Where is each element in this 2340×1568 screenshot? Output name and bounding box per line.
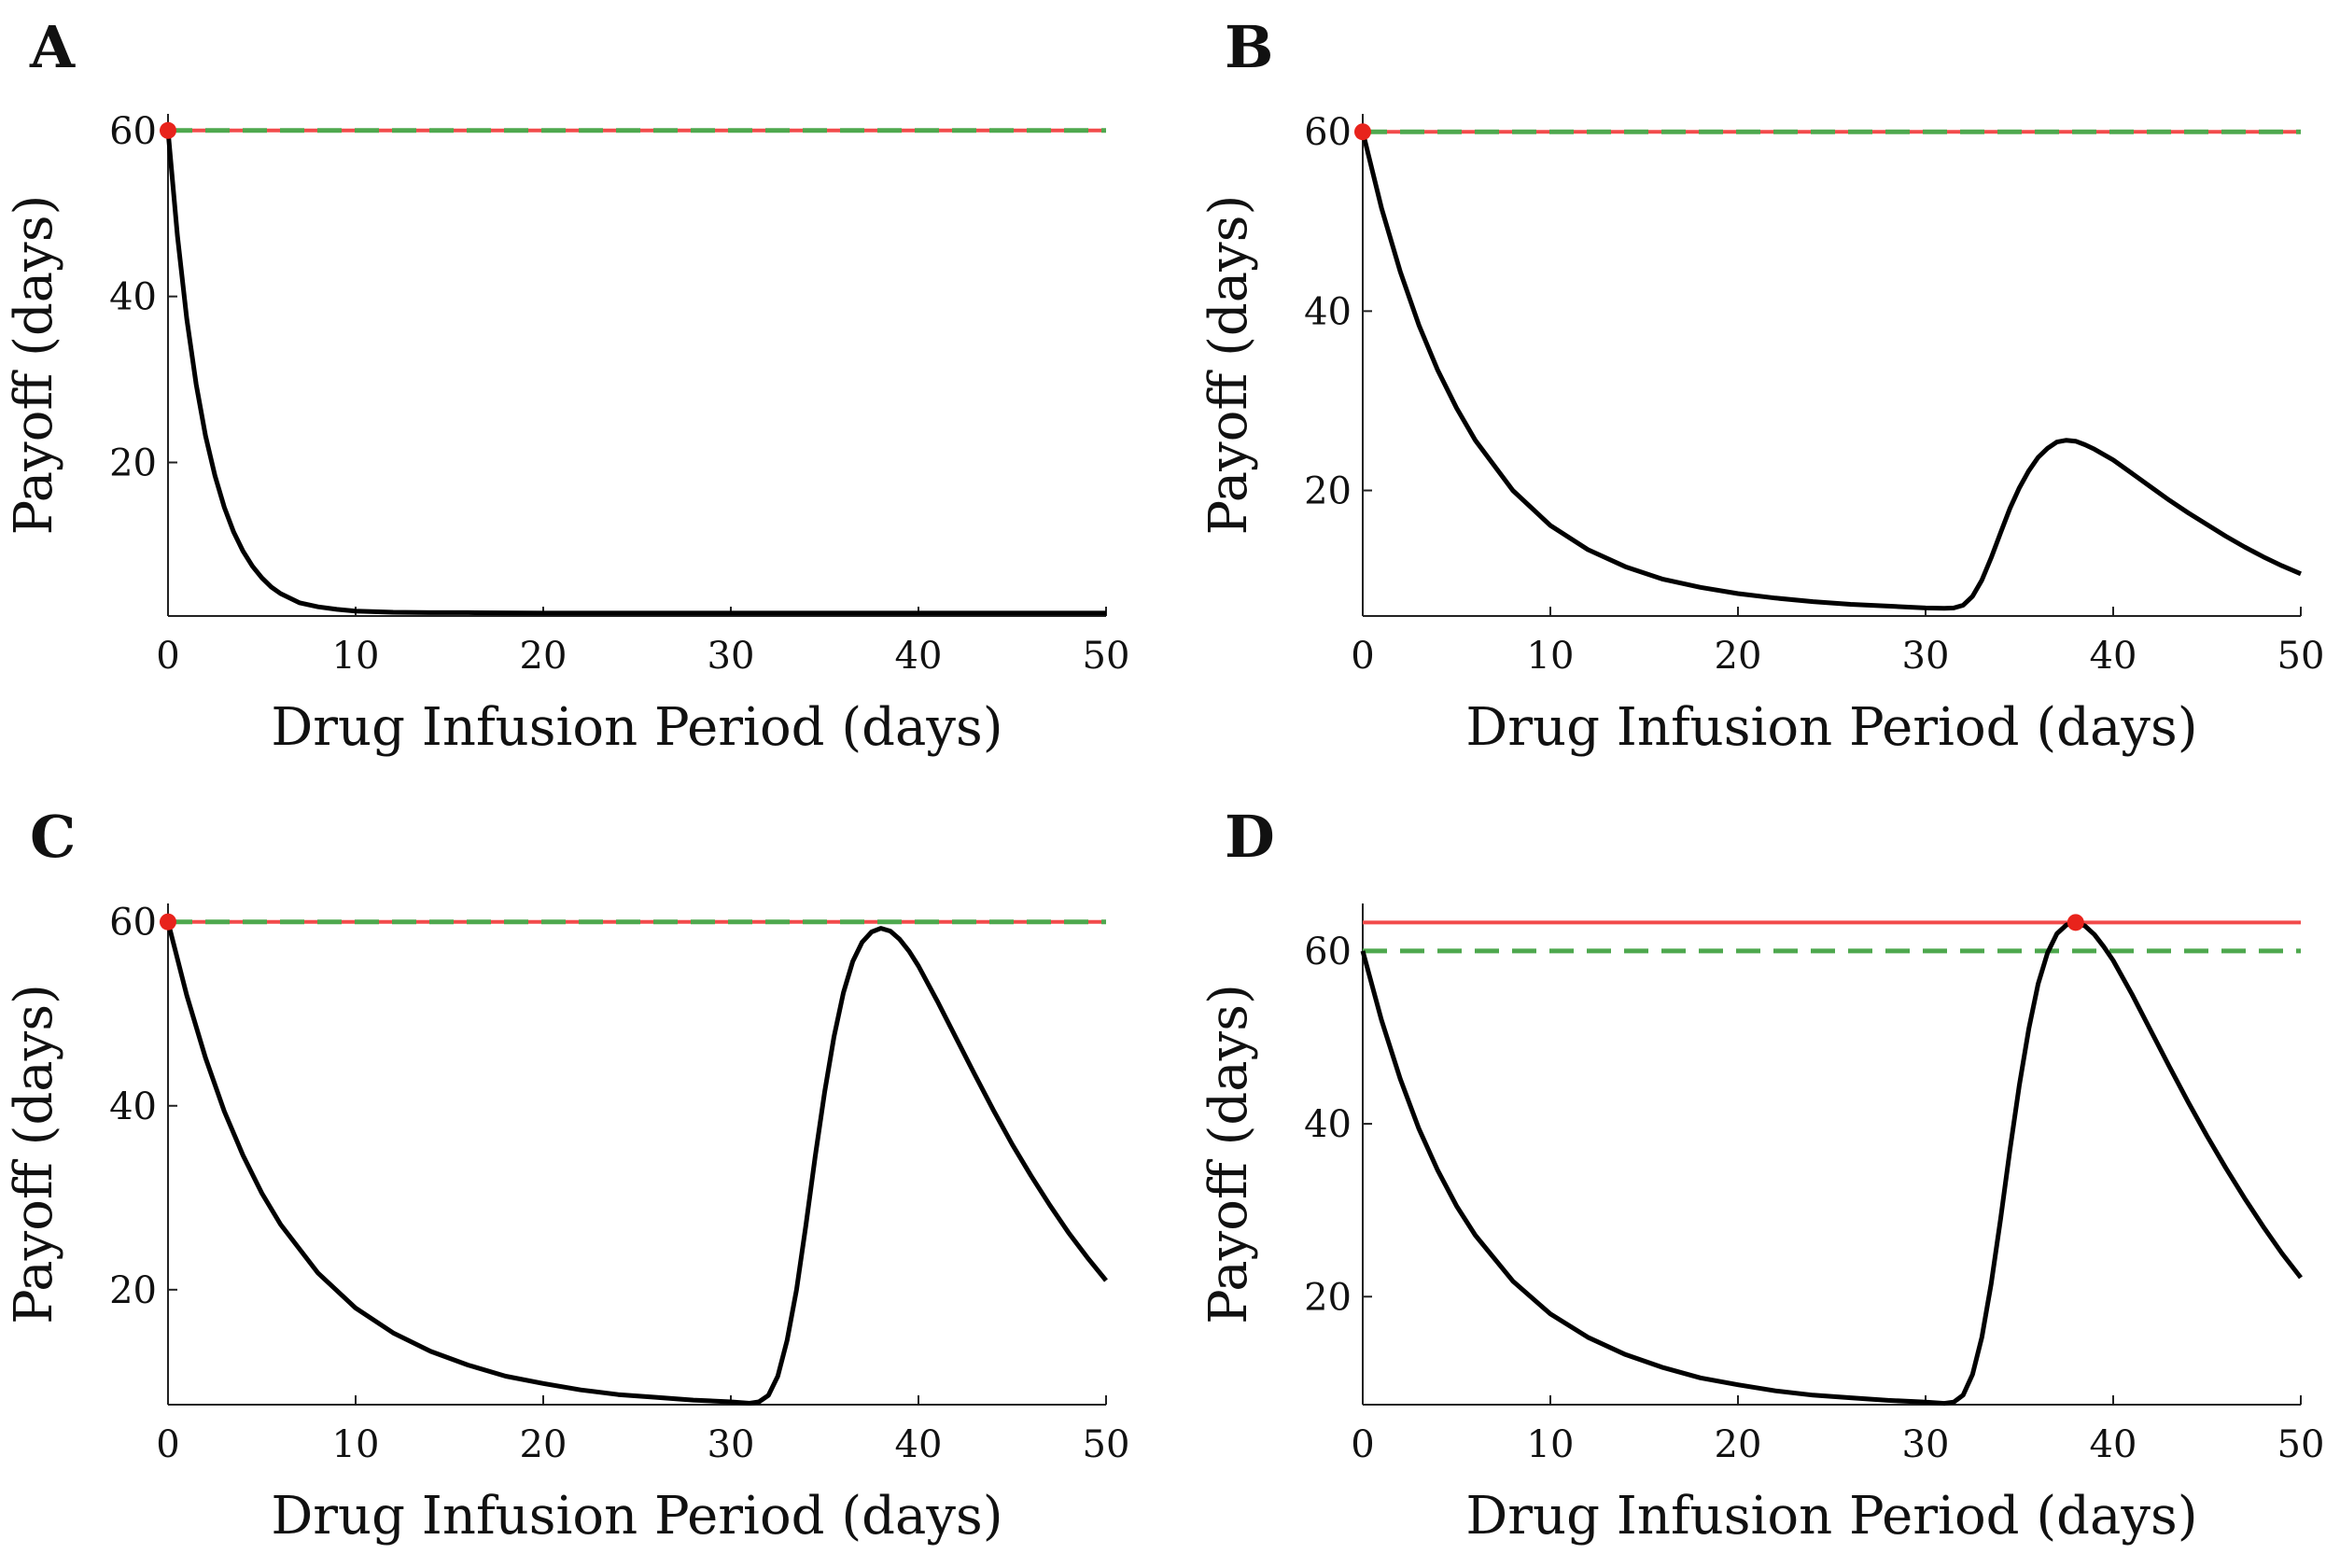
x-axis-label: Drug Infusion Period (days) xyxy=(271,1486,1002,1547)
panel-label: A xyxy=(29,13,76,81)
x-tick-label: 30 xyxy=(1902,635,1950,678)
x-tick-label: 10 xyxy=(332,635,380,678)
x-tick-label: 0 xyxy=(156,635,179,678)
x-tick-label: 50 xyxy=(1083,635,1130,678)
x-tick-label: 20 xyxy=(1715,635,1762,678)
y-tick-label: 20 xyxy=(1304,1276,1352,1319)
x-tick-label: 40 xyxy=(2090,1423,2137,1466)
x-tick-label: 20 xyxy=(520,1423,567,1466)
y-tick-label: 40 xyxy=(1304,290,1352,333)
x-tick-label: 40 xyxy=(2090,635,2137,678)
panel-label: C xyxy=(30,803,76,871)
panel-label: B xyxy=(1225,13,1273,81)
x-tick-label: 40 xyxy=(895,635,943,678)
optimum-marker xyxy=(160,913,176,931)
x-tick-label: 0 xyxy=(156,1423,179,1466)
x-tick-label: 20 xyxy=(1715,1423,1762,1466)
payoff-curve xyxy=(165,921,1108,1406)
y-axis-label: Payoff (days) xyxy=(1198,195,1259,536)
y-tick-label: 20 xyxy=(1304,470,1352,513)
y-tick-label: 60 xyxy=(109,110,157,153)
panel-label: D xyxy=(1225,803,1275,871)
y-tick-label: 40 xyxy=(109,1085,157,1128)
x-tick-label: 30 xyxy=(708,635,755,678)
optimum-marker xyxy=(2067,914,2084,931)
x-tick-label: 20 xyxy=(520,635,567,678)
payoff-curve xyxy=(1360,131,2302,611)
x-axis-label: Drug Infusion Period (days) xyxy=(1465,697,2197,758)
y-tick-label: 60 xyxy=(109,902,157,945)
y-axis-label: Payoff (days) xyxy=(1198,984,1259,1324)
y-tick-label: 40 xyxy=(109,276,157,319)
y-tick-label: 20 xyxy=(109,1269,157,1312)
y-axis-label: Payoff (days) xyxy=(4,984,64,1324)
y-tick-label: 60 xyxy=(1304,931,1352,973)
x-tick-label: 0 xyxy=(1351,635,1374,678)
x-tick-label: 10 xyxy=(1527,635,1575,678)
x-tick-label: 10 xyxy=(1527,1423,1575,1466)
panel-a: A 0 10 20 30 40 50 20 40 60 Drug Infusion Period (… xyxy=(4,13,1129,758)
x-axis-label: Drug Infusion Period (days) xyxy=(271,697,1002,758)
x-tick-label: 50 xyxy=(2277,635,2325,678)
x-tick-label: 30 xyxy=(1902,1423,1950,1466)
optimum-marker xyxy=(1354,123,1371,141)
panel-d: D 0 10 20 30 40 50 20 40 60 Drug Infusion Period (… xyxy=(1198,803,2324,1547)
optimum-marker xyxy=(160,121,176,139)
y-tick-label: 20 xyxy=(109,441,157,484)
x-tick-label: 10 xyxy=(332,1423,380,1466)
x-tick-label: 50 xyxy=(1083,1423,1130,1466)
x-tick-label: 30 xyxy=(708,1423,755,1466)
payoff-curve xyxy=(1360,919,2303,1407)
y-tick-label: 60 xyxy=(1304,111,1352,154)
y-axis-label: Payoff (days) xyxy=(4,195,64,536)
x-tick-label: 40 xyxy=(895,1423,943,1466)
x-tick-label: 0 xyxy=(1351,1423,1374,1466)
y-tick-label: 40 xyxy=(1304,1103,1352,1146)
panel-b: B 0 10 20 30 40 50 20 40 60 Drug Infusion Period (… xyxy=(1198,13,2324,758)
x-tick-label: 50 xyxy=(2277,1423,2325,1466)
payoff-curve xyxy=(165,130,1106,616)
x-axis-label: Drug Infusion Period (days) xyxy=(1465,1486,2197,1547)
panel-c: C 0 10 20 30 40 50 20 40 60 Drug Infusion Period (… xyxy=(4,803,1129,1547)
